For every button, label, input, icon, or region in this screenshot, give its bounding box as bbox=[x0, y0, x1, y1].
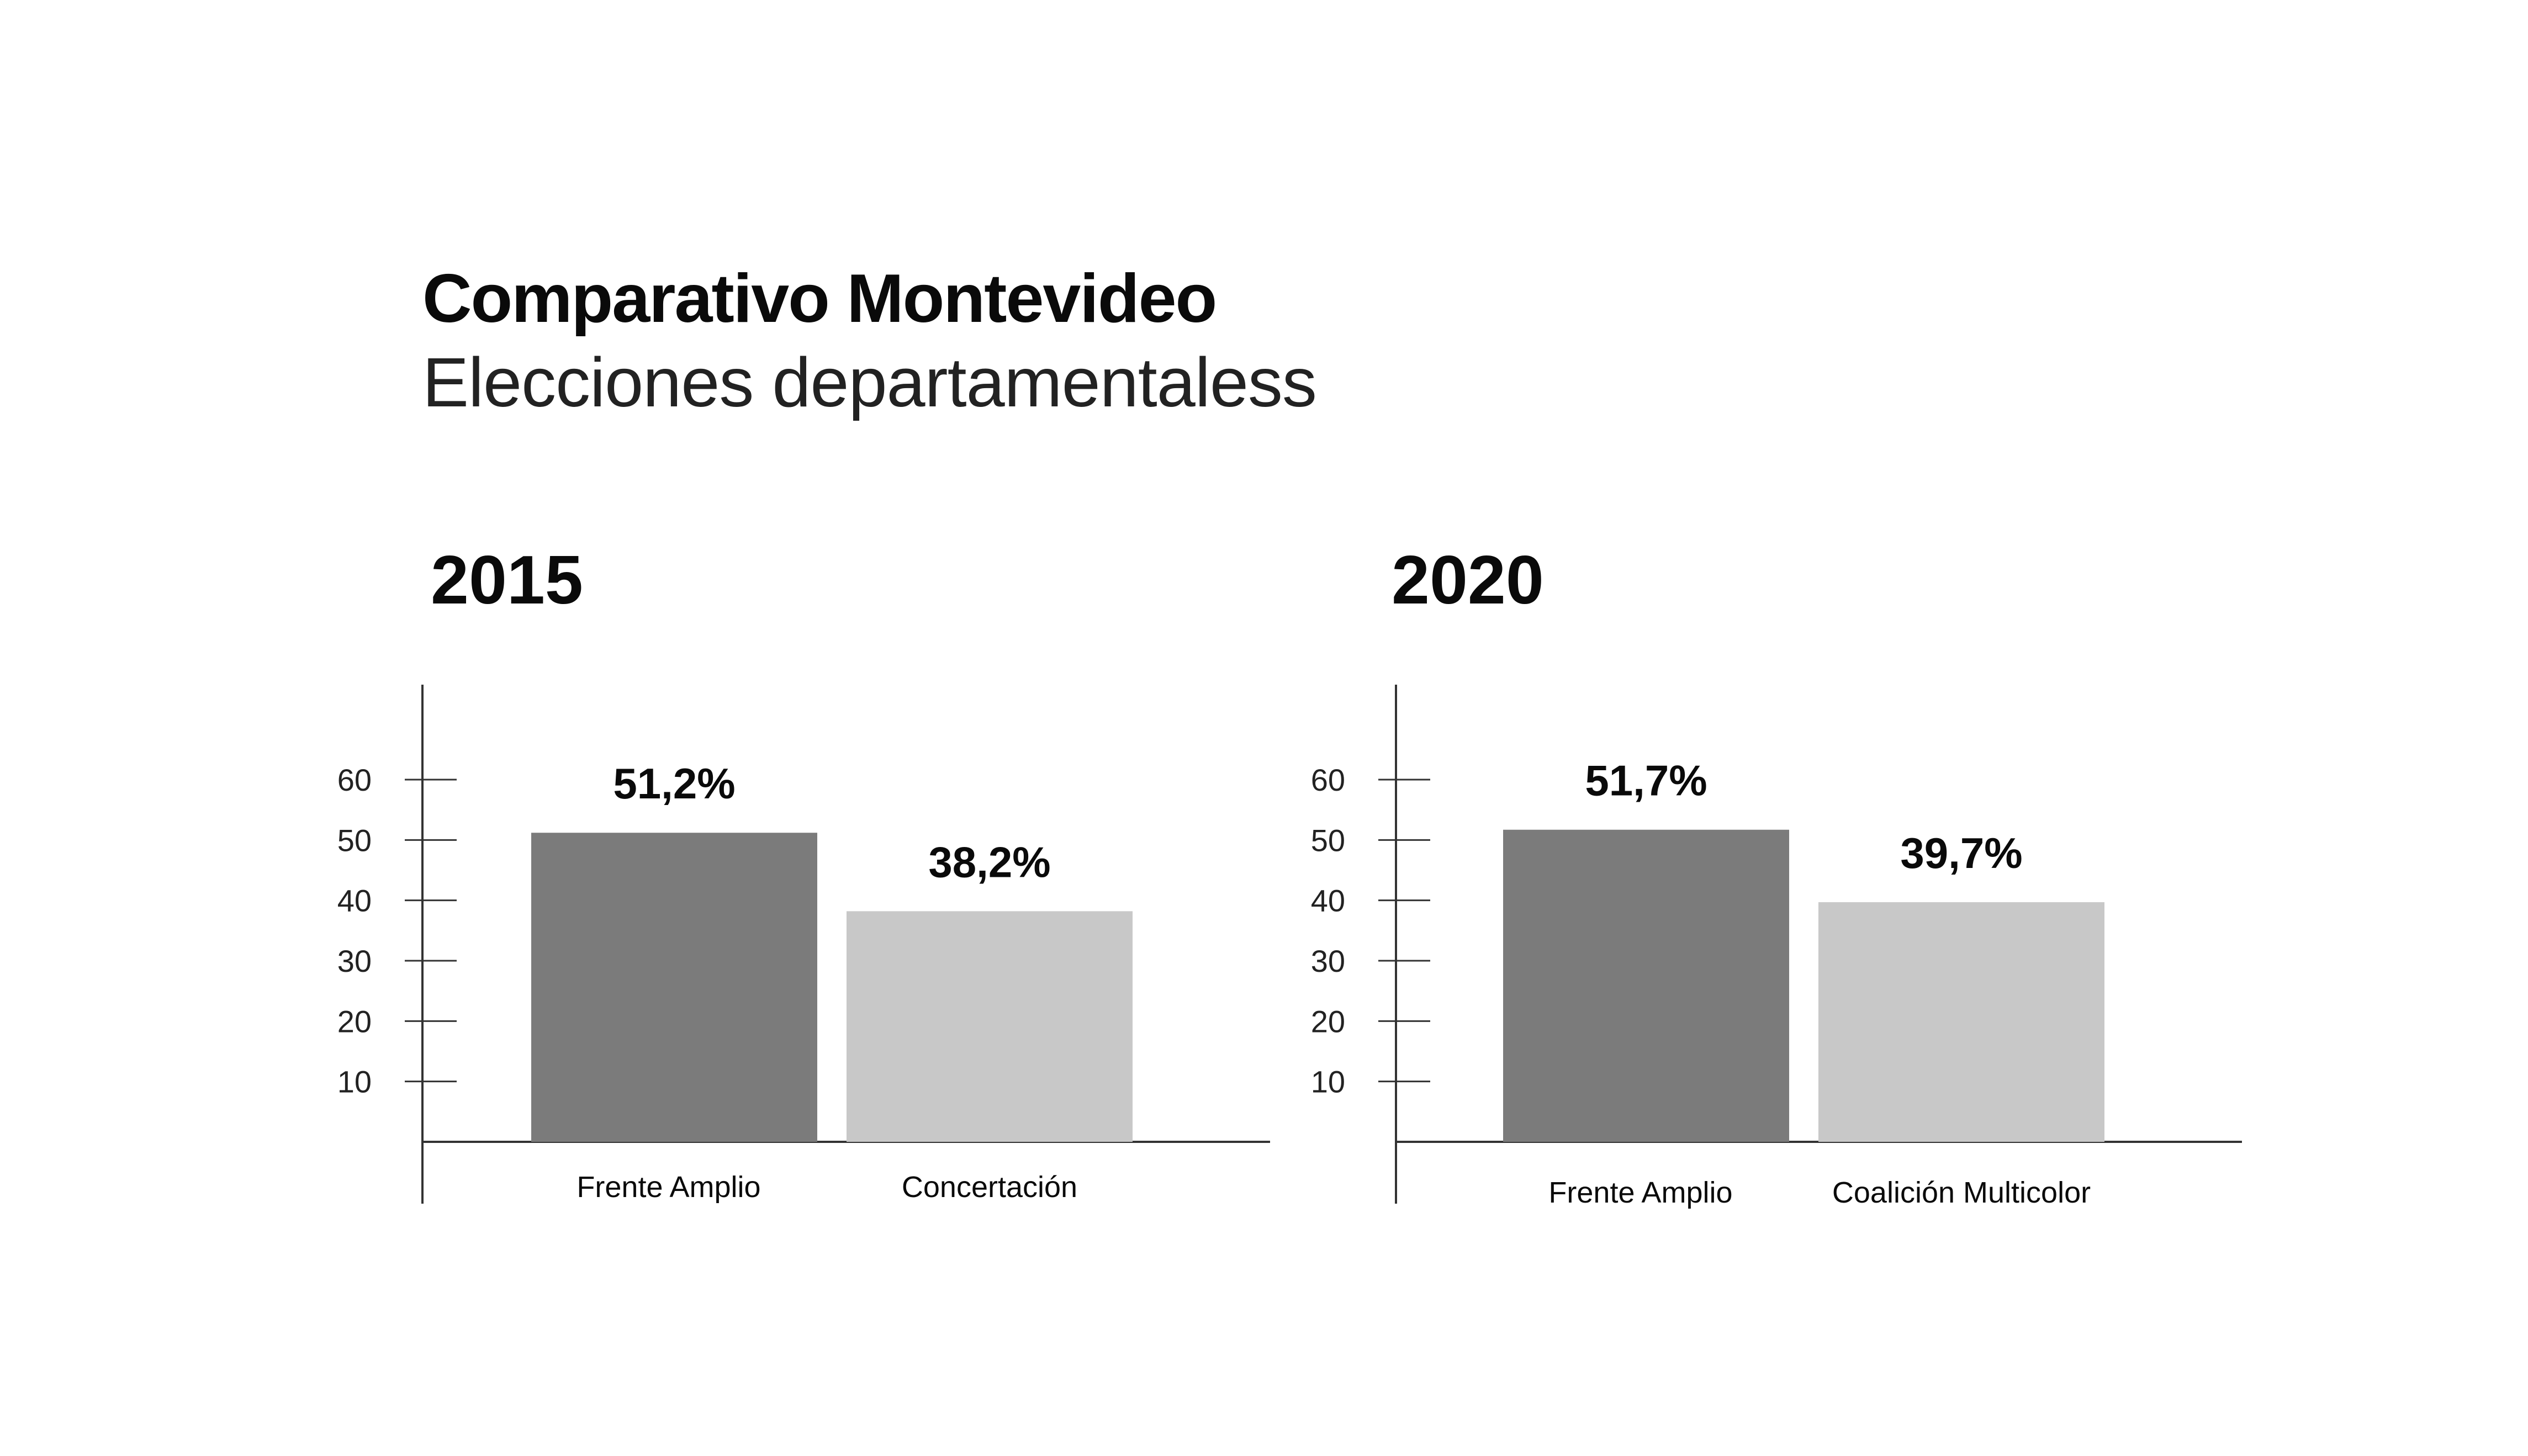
bar-primary bbox=[531, 833, 817, 1142]
data-label: 51,7% bbox=[1585, 756, 1707, 805]
y-tick-label: 50 bbox=[1311, 823, 1345, 857]
y-tick-label: 30 bbox=[1311, 944, 1345, 978]
data-label: 38,2% bbox=[928, 838, 1050, 886]
y-tick-label: 40 bbox=[337, 883, 372, 918]
bar-secondary bbox=[1818, 902, 2104, 1142]
y-tick-label: 60 bbox=[1311, 763, 1345, 797]
y-tick-label: 30 bbox=[337, 944, 372, 978]
data-label: 51,2% bbox=[613, 759, 735, 808]
chart-2020-title: 2020 bbox=[1392, 542, 1544, 618]
bar-primary bbox=[1503, 829, 1789, 1142]
y-tick-label: 20 bbox=[337, 1004, 372, 1039]
chart-title: Comparativo Montevideo bbox=[422, 261, 1217, 337]
category-label: Frente Amplio bbox=[1548, 1176, 1732, 1209]
y-tick-label: 50 bbox=[337, 823, 372, 857]
y-tick-label: 20 bbox=[1311, 1004, 1345, 1039]
y-tick-label: 60 bbox=[337, 763, 372, 797]
category-label: Frente Amplio bbox=[577, 1171, 760, 1204]
y-tick-label: 10 bbox=[1311, 1065, 1345, 1099]
y-tick-label: 10 bbox=[337, 1065, 372, 1099]
category-label: Concertación bbox=[902, 1171, 1077, 1204]
data-label: 39,7% bbox=[1900, 829, 2022, 877]
bar-secondary bbox=[847, 911, 1133, 1142]
category-label: Coalición Multicolor bbox=[1832, 1176, 2091, 1209]
y-tick-label: 40 bbox=[1311, 883, 1345, 918]
chart-2015-title: 2015 bbox=[431, 542, 583, 618]
chart-subtitle: Elecciones departamentaless bbox=[422, 343, 1317, 421]
